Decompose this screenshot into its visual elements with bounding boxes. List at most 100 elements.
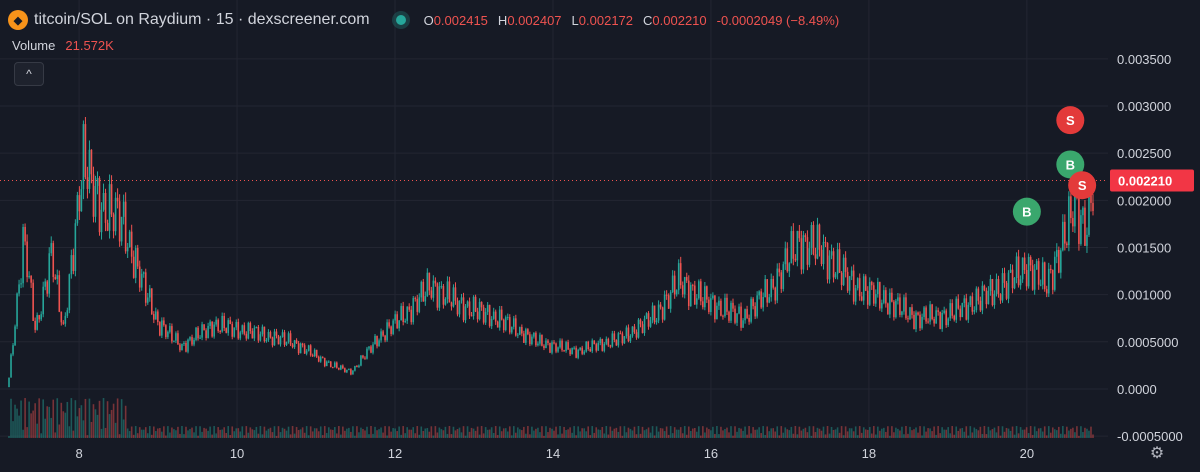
candle-body [356, 366, 358, 368]
volume-bar [850, 428, 853, 438]
volume-bar [102, 398, 105, 438]
candle-body [311, 355, 314, 357]
volume-bar [265, 430, 268, 438]
volume-bar [1021, 429, 1024, 438]
candle-body [740, 306, 742, 328]
volume-bar [74, 400, 77, 438]
candle-body [832, 251, 835, 278]
candle-body [921, 316, 923, 329]
volume-bar [245, 426, 248, 438]
collapse-legend-button[interactable]: ^ [14, 62, 44, 86]
volume-bar [758, 427, 760, 438]
volume-bar [1045, 435, 1048, 438]
candle-body [1011, 269, 1014, 289]
candle-body [748, 317, 750, 322]
volume-bar [716, 426, 718, 438]
volume-bar [834, 429, 837, 438]
volume-bar [613, 428, 616, 438]
candle-body [148, 288, 151, 298]
candle-body [1017, 256, 1020, 286]
candle-body [704, 286, 706, 308]
candle-body [856, 278, 859, 289]
volume-bar [820, 430, 823, 438]
volume-bar [350, 431, 352, 438]
volume-bar [263, 426, 266, 438]
buy-marker[interactable]: B [1056, 150, 1085, 179]
candle-body [430, 290, 433, 298]
candle-body [24, 226, 26, 242]
volume-bar [412, 427, 415, 438]
volume-bar [219, 429, 221, 438]
chart-title: titcoin/SOL on Raydium · 15 · dexscreene… [34, 11, 370, 28]
candle-body [444, 298, 447, 305]
volume-bar [1058, 426, 1060, 438]
volume-bar [935, 434, 937, 438]
volume-bar [191, 427, 193, 438]
volume-bar [404, 433, 406, 438]
candle-body [937, 310, 939, 312]
candle-body [565, 342, 567, 351]
candle-body [195, 327, 197, 340]
volume-bar [303, 432, 306, 438]
volume-bar [905, 426, 907, 438]
x-tick-label: 16 [704, 446, 718, 461]
volume-bar [573, 426, 575, 438]
volume-bar [975, 429, 978, 438]
volume-bar [508, 426, 511, 438]
volume-bar [392, 428, 394, 438]
candle-body [124, 201, 127, 252]
candle-body [187, 339, 189, 352]
volume-bar [454, 430, 457, 438]
volume-bar [100, 428, 103, 438]
volume-bar [422, 431, 425, 438]
candle-body [730, 302, 732, 321]
volume-bar [239, 431, 242, 438]
volume-bar [281, 427, 284, 438]
candle-body [132, 256, 135, 278]
candle-body [360, 355, 362, 366]
candle-body [510, 326, 513, 333]
chart-settings-button[interactable]: ⚙ [1146, 442, 1168, 464]
candle-body [1088, 186, 1090, 235]
volume-bar [293, 433, 296, 438]
candle-body [52, 243, 55, 278]
volume-bar [887, 426, 889, 438]
volume-bar [480, 426, 483, 438]
volume-bar [710, 430, 712, 438]
volume-bar [301, 427, 304, 438]
candle-body [673, 275, 676, 295]
candle-body [766, 279, 768, 303]
candle-body [126, 247, 129, 252]
volume-bar [583, 428, 585, 438]
candle-body [348, 369, 350, 371]
volume-bar [400, 434, 402, 438]
candle-body [273, 331, 276, 346]
volume-bar [529, 434, 531, 438]
candle-body [155, 311, 157, 320]
candle-body [458, 300, 461, 315]
candle-body [927, 321, 929, 323]
candle-body [488, 304, 491, 327]
volume-bar [585, 431, 587, 438]
volume-bar [416, 426, 419, 438]
sell-marker[interactable]: S [1068, 171, 1097, 200]
candle-body [1003, 273, 1006, 284]
volume-bar [862, 427, 865, 438]
sell-marker[interactable]: S [1056, 106, 1085, 135]
candle-body [247, 322, 250, 339]
candle-body [919, 314, 921, 329]
volume-bar [478, 434, 481, 438]
candle-body [732, 302, 734, 309]
volume-bar [165, 435, 167, 438]
volume-bar [155, 431, 157, 438]
candle-body [1074, 191, 1076, 227]
volume-bar [44, 418, 47, 438]
volume-bar [60, 402, 63, 438]
candle-body [716, 305, 718, 320]
volume-bar [203, 427, 205, 438]
volume-bar [396, 431, 398, 438]
candle-body [261, 326, 264, 335]
volume-value: 21.572K [65, 38, 114, 53]
buy-marker[interactable]: B [1012, 197, 1041, 226]
